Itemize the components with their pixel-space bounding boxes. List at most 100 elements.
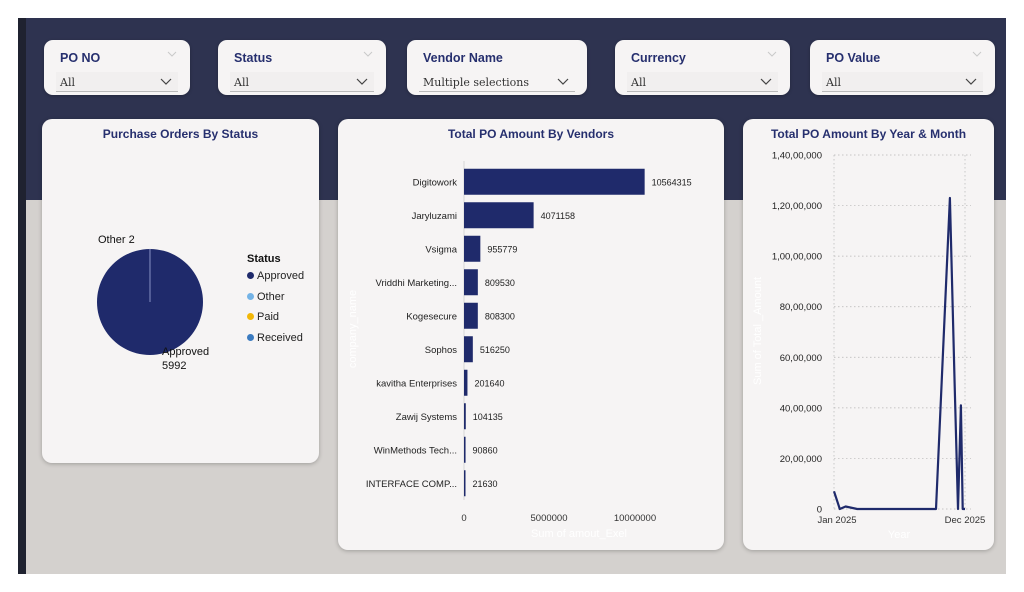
y-axis-title: Sum of Total _Amount bbox=[752, 277, 764, 385]
bar-value-label: 10564315 bbox=[652, 177, 692, 187]
y-tick-label: 0 bbox=[817, 505, 822, 516]
slicer-value: All bbox=[60, 76, 75, 89]
bar-value-label: 21630 bbox=[473, 479, 498, 489]
x-tick-label: 5000000 bbox=[531, 513, 568, 524]
slicer-dropdown[interactable]: All bbox=[822, 72, 983, 92]
legend-label: Approved bbox=[257, 270, 305, 282]
legend-label: Other bbox=[257, 291, 285, 303]
slicer-po-value[interactable]: PO Value All bbox=[810, 40, 995, 95]
chevron-down-icon[interactable] bbox=[971, 49, 983, 59]
bar-value-label: 4071158 bbox=[541, 211, 575, 221]
bar[interactable] bbox=[464, 403, 466, 430]
legend-dot bbox=[247, 313, 254, 320]
category-label: Kogesecure bbox=[406, 311, 457, 322]
left-frame-bar bbox=[18, 18, 26, 574]
x-axis-title: Year bbox=[888, 529, 911, 541]
bar[interactable] bbox=[464, 470, 466, 497]
slicer-title: Status bbox=[234, 51, 273, 65]
chevron-down-icon[interactable] bbox=[356, 76, 368, 86]
chevron-down-icon[interactable] bbox=[557, 76, 569, 86]
chevron-down-icon[interactable] bbox=[766, 49, 778, 59]
x-tick-label: Jan 2025 bbox=[817, 515, 856, 526]
category-label: Zawij Systems bbox=[396, 412, 457, 423]
category-label: Jaryluzami bbox=[412, 211, 457, 222]
pie-label-other: Other 2 bbox=[98, 234, 135, 246]
legend-item-received[interactable]: Received bbox=[247, 332, 303, 344]
slicer-status[interactable]: Status All bbox=[218, 40, 386, 95]
slicer-value: All bbox=[826, 76, 841, 89]
bar[interactable] bbox=[464, 436, 466, 463]
bar-chart[interactable]: company_name Sum of amout_Exel 0 5000000… bbox=[338, 119, 724, 550]
slicer-title: Vendor Name bbox=[423, 51, 503, 65]
category-label: Vsigma bbox=[425, 244, 457, 255]
legend-label: Received bbox=[257, 332, 303, 344]
card-title: Total PO Amount By Year & Month bbox=[770, 127, 967, 141]
pie-chart[interactable] bbox=[42, 119, 319, 463]
card-vendor-bar[interactable]: Total PO Amount By Vendors company_name … bbox=[338, 119, 724, 550]
category-label: Digitowork bbox=[413, 177, 458, 188]
y-tick-label: 1,20,00,000 bbox=[772, 201, 822, 212]
slicer-dropdown[interactable]: All bbox=[56, 72, 178, 92]
category-label: Sophos bbox=[425, 345, 457, 356]
bar[interactable] bbox=[464, 168, 645, 195]
slicer-value: All bbox=[234, 76, 249, 89]
series-line[interactable] bbox=[832, 196, 965, 511]
pie-label-approved-value: 5992 bbox=[162, 360, 187, 372]
bar[interactable] bbox=[464, 336, 473, 363]
slicer-title: Currency bbox=[631, 51, 686, 65]
chevron-down-icon[interactable] bbox=[362, 49, 374, 59]
legend-item-paid[interactable]: Paid bbox=[247, 311, 279, 323]
x-axis-title: Sum of amout_Exel bbox=[531, 528, 627, 540]
y-tick-label: 40,00,000 bbox=[780, 403, 822, 414]
y-tick-label: 20,00,000 bbox=[780, 454, 822, 465]
bar-value-label: 90860 bbox=[473, 445, 498, 455]
pie-label-approved-name: Approved bbox=[162, 346, 210, 358]
y-tick-label: 1,00,00,000 bbox=[772, 252, 822, 263]
legend-item-other[interactable]: Other bbox=[247, 291, 285, 303]
slicer-po-no[interactable]: PO NO All bbox=[44, 40, 190, 95]
bar-value-label: 809530 bbox=[485, 278, 515, 288]
x-tick-label: Dec 2025 bbox=[945, 515, 986, 526]
bar-value-label: 955779 bbox=[487, 244, 517, 254]
chevron-down-icon[interactable] bbox=[166, 49, 178, 59]
bar[interactable] bbox=[464, 202, 534, 229]
slicer-value: All bbox=[631, 76, 646, 89]
chevron-down-icon[interactable] bbox=[760, 76, 772, 86]
bar[interactable] bbox=[464, 302, 478, 329]
chevron-down-icon[interactable] bbox=[160, 76, 172, 86]
chevron-down-icon[interactable] bbox=[965, 76, 977, 86]
legend-title: Status bbox=[247, 253, 281, 265]
bar[interactable] bbox=[464, 269, 478, 296]
category-label: INTERFACE COMP... bbox=[366, 479, 457, 490]
x-tick-label: 10000000 bbox=[614, 513, 656, 524]
slicer-currency[interactable]: Currency All bbox=[615, 40, 790, 95]
slicer-vendor-name[interactable]: Vendor Name Multiple selections bbox=[407, 40, 587, 95]
slicer-dropdown[interactable]: Multiple selections bbox=[419, 72, 575, 92]
category-label: Vriddhi Marketing... bbox=[376, 278, 458, 289]
card-title: Total PO Amount By Vendors bbox=[447, 127, 614, 141]
bar-value-label: 516250 bbox=[480, 345, 510, 355]
legend-label: Paid bbox=[257, 311, 280, 323]
category-label: kavitha Enterprises bbox=[376, 378, 457, 389]
legend-dot bbox=[247, 334, 254, 341]
bar[interactable] bbox=[464, 369, 468, 396]
y-tick-label: 80,00,000 bbox=[780, 302, 822, 313]
slicer-title: PO NO bbox=[60, 51, 101, 65]
line-chart[interactable]: Sum of Total _Amount Year Jan 2025 Dec 2… bbox=[743, 119, 994, 550]
y-axis-title: company_name bbox=[347, 290, 359, 368]
legend-item-approved[interactable]: Approved bbox=[247, 270, 304, 282]
legend-dot bbox=[247, 272, 254, 279]
slicer-dropdown[interactable]: All bbox=[230, 72, 374, 92]
slicer-title: PO Value bbox=[826, 51, 881, 65]
bar-value-label: 201640 bbox=[474, 378, 504, 388]
bar-value-label: 808300 bbox=[485, 311, 515, 321]
card-trend-line[interactable]: Total PO Amount By Year & Month Sum of T… bbox=[743, 119, 994, 550]
card-status-pie[interactable]: Purchase Orders By Status Other 2 Approv… bbox=[42, 119, 319, 463]
x-tick-label: 0 bbox=[461, 513, 466, 524]
slicer-value: Multiple selections bbox=[423, 76, 530, 89]
category-label: WinMethods Tech... bbox=[374, 445, 457, 456]
slicer-dropdown[interactable]: All bbox=[627, 72, 778, 92]
y-tick-label: 1,40,00,000 bbox=[772, 151, 822, 162]
bar[interactable] bbox=[464, 235, 481, 262]
